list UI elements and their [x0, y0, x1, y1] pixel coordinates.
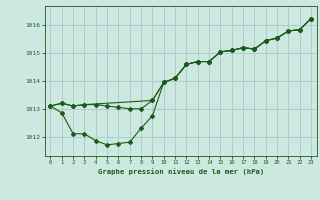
X-axis label: Graphe pression niveau de la mer (hPa): Graphe pression niveau de la mer (hPa): [98, 168, 264, 175]
